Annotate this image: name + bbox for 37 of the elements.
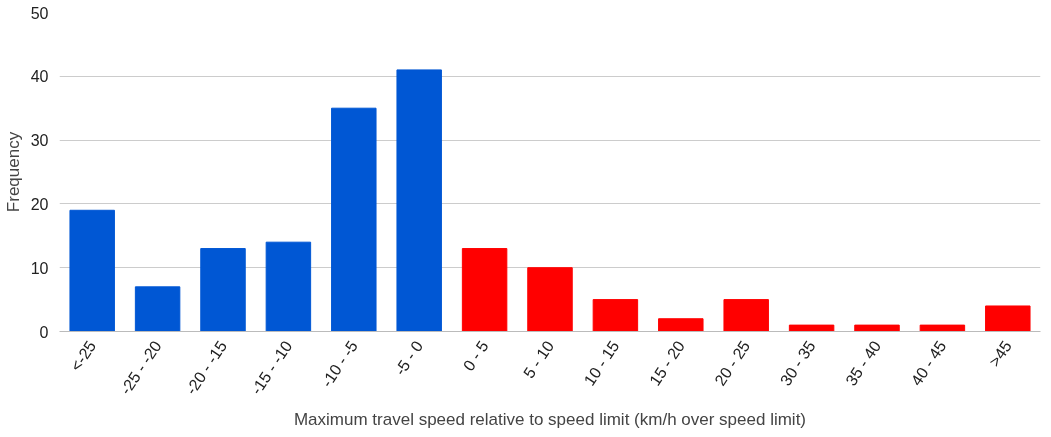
bar [723, 299, 769, 332]
bar [788, 324, 835, 332]
y-axis-title: Frequency [3, 131, 23, 213]
bar [265, 241, 312, 332]
bar [592, 299, 639, 332]
x-tick-label: 15 - 20 [646, 337, 688, 389]
y-tick-label: 0 [39, 323, 49, 341]
x-tick-label: 40 - 45 [907, 337, 950, 389]
x-tick-label: -15 - -10 [247, 337, 296, 398]
y-tick-label: 40 [30, 68, 49, 86]
x-tick-label: -5 - 0 [391, 337, 427, 379]
bar [331, 107, 377, 332]
bar [461, 248, 508, 332]
bar [985, 305, 1031, 332]
y-tick-label: 20 [30, 195, 49, 213]
y-tick-label: 30 [30, 132, 49, 150]
y-tick-label: 50 [30, 4, 49, 22]
x-tick-label: 30 - 35 [776, 337, 819, 389]
bar [134, 286, 181, 332]
bar [527, 267, 573, 332]
x-tick-label: -20 - -15 [182, 337, 231, 398]
x-axis-title: Maximum travel speed relative to speed limit (km/h over speed limit) [293, 410, 807, 430]
x-tick-label: -25 - -20 [116, 337, 165, 398]
bar [658, 318, 704, 332]
y-tick-label: 10 [30, 259, 49, 277]
x-tick-label: 0 - 5 [459, 337, 492, 374]
x-tick-label: 5 - 10 [520, 337, 558, 382]
bar [200, 248, 246, 332]
bar [69, 209, 115, 332]
x-tick-label: -10 - -5 [318, 337, 361, 391]
x-tick-label: 10 - 15 [580, 337, 623, 389]
bar [396, 69, 442, 332]
bar [854, 324, 900, 332]
x-tick-label: >45 [985, 337, 1015, 370]
bar [919, 324, 966, 332]
x-tick-label: 35 - 40 [842, 337, 885, 389]
x-tick-label: 20 - 25 [711, 337, 754, 389]
